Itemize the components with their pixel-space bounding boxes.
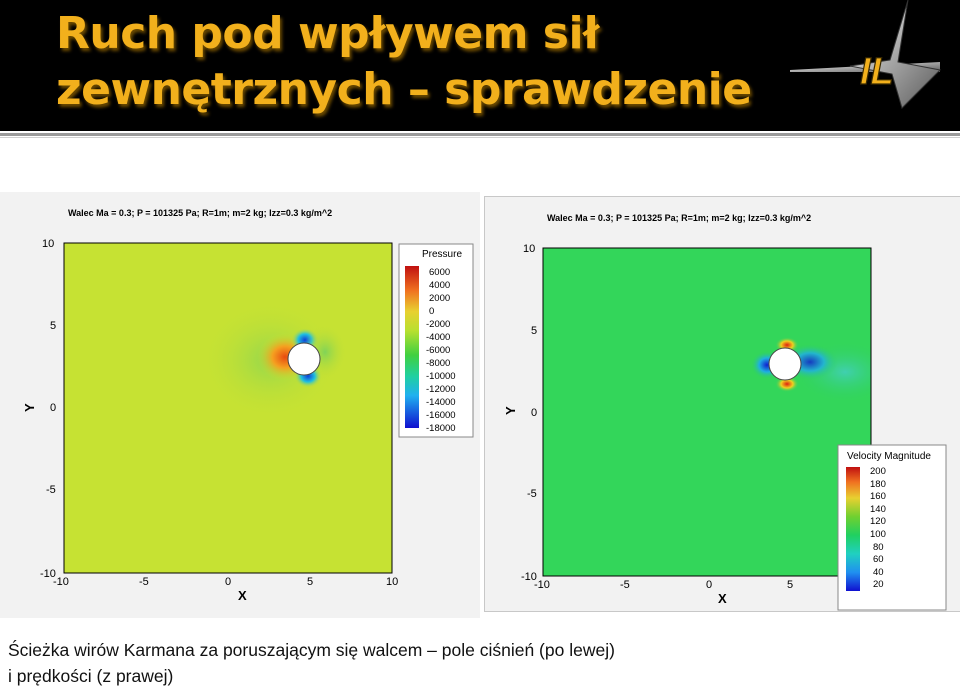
x-tick: -5: [620, 579, 630, 591]
legend-value: 6000: [429, 267, 450, 278]
legend-values: 200 180 160 140 120 100 80 60 40 20: [870, 466, 886, 590]
legend-value: -14000: [426, 397, 456, 408]
legend-value: 80: [873, 542, 884, 553]
header-divider-thin: [0, 137, 960, 138]
caption-line-1: Ścieżka wirów Karmana za poruszającym si…: [8, 640, 615, 660]
y-tick: -10: [521, 571, 537, 583]
x-tick: 0: [225, 576, 231, 588]
x-tick: 5: [307, 576, 313, 588]
slide-header: Ruch pod wpływem sił zewnętrznych – spra…: [0, 0, 960, 131]
title-line-1: Ruch pod wpływem sił: [56, 8, 599, 59]
x-tick: -10: [534, 579, 550, 591]
legend-value: -12000: [426, 384, 456, 395]
cylinder: [768, 347, 802, 381]
legend-value: 4000: [429, 280, 450, 291]
slide-caption: Ścieżka wirów Karmana za poruszającym si…: [8, 637, 948, 689]
legend-title: Velocity Magnitude: [847, 451, 931, 462]
x-axis-label: X: [718, 591, 727, 606]
pressure-plot: Walec Ma = 0.3; P = 101325 Pa; R=1m; m=2…: [22, 208, 474, 603]
y-tick: -10: [40, 568, 56, 580]
x-tick: 5: [787, 579, 793, 591]
legend-value: -18000: [426, 423, 456, 434]
legend-value: -16000: [426, 410, 456, 421]
logo-text: IL: [860, 51, 894, 93]
velocity-plot: Walec Ma = 0.3; P = 101325 Pa; R=1m; m=2…: [503, 213, 947, 611]
velocity-field: [543, 248, 871, 576]
y-tick: 5: [50, 320, 56, 332]
y-axis-label: Y: [503, 406, 518, 415]
legend-value: 60: [873, 554, 884, 565]
x-tick: -5: [139, 576, 149, 588]
plot-title: Walec Ma = 0.3; P = 101325 Pa; R=1m; m=2…: [547, 213, 811, 223]
x-tick: 10: [386, 576, 398, 588]
plot-frame: [542, 247, 872, 577]
legend-value: 20: [873, 579, 884, 590]
cylinder: [287, 342, 321, 376]
plot-frame: [63, 242, 393, 574]
legend-value: 40: [873, 567, 884, 578]
y-tick: 10: [523, 243, 535, 255]
header-divider: [0, 133, 960, 136]
legend-value: 100: [870, 529, 886, 540]
legend-title: Pressure: [422, 249, 462, 260]
legend-value: -8000: [426, 358, 450, 369]
x-ticks: -10 -5 0 5 10: [53, 576, 398, 588]
y-tick: 10: [42, 238, 54, 250]
legend-value: -6000: [426, 345, 450, 356]
caption-line-2: i prędkości (z prawej): [8, 666, 174, 686]
title-line-2: zewnętrznych – sprawdzenie: [56, 64, 752, 115]
legend-value: -4000: [426, 332, 450, 343]
legend-colorbar: [846, 467, 860, 591]
legend-value: 200: [870, 466, 886, 477]
y-ticks: 10 5 0 -5 -10: [521, 243, 537, 583]
legend-value: -2000: [426, 319, 450, 330]
x-tick: 0: [706, 579, 712, 591]
y-tick: 5: [531, 325, 537, 337]
velocity-plot-panel: Walec Ma = 0.3; P = 101325 Pa; R=1m; m=2…: [484, 196, 960, 612]
legend-value: 2000: [429, 293, 450, 304]
legend-colorbar: [405, 266, 419, 428]
legend-value: 160: [870, 491, 886, 502]
legend-value: 180: [870, 479, 886, 490]
legend-value: 140: [870, 504, 886, 515]
pressure-plot-panel: Walec Ma = 0.3; P = 101325 Pa; R=1m; m=2…: [0, 192, 480, 618]
y-tick: -5: [46, 484, 56, 496]
x-ticks: -10 -5 0 5: [534, 579, 793, 591]
legend-values: 6000 4000 2000 0 -2000 -4000 -6000 -8000…: [426, 267, 456, 434]
y-ticks: 10 5 0 -5 -10: [40, 238, 56, 580]
x-axis-label: X: [238, 588, 247, 603]
plot-title: Walec Ma = 0.3; P = 101325 Pa; R=1m; m=2…: [68, 208, 332, 218]
slide-title: Ruch pod wpływem sił zewnętrznych – spra…: [56, 6, 752, 118]
legend-value: -10000: [426, 371, 456, 382]
x-tick: -10: [53, 576, 69, 588]
legend-value: 120: [870, 516, 886, 527]
y-tick: 0: [531, 407, 537, 419]
y-axis-label: Y: [22, 403, 37, 412]
y-tick: -5: [527, 488, 537, 500]
il-logo: IL: [790, 0, 942, 109]
y-tick: 0: [50, 402, 56, 414]
legend-value: 0: [429, 306, 434, 317]
